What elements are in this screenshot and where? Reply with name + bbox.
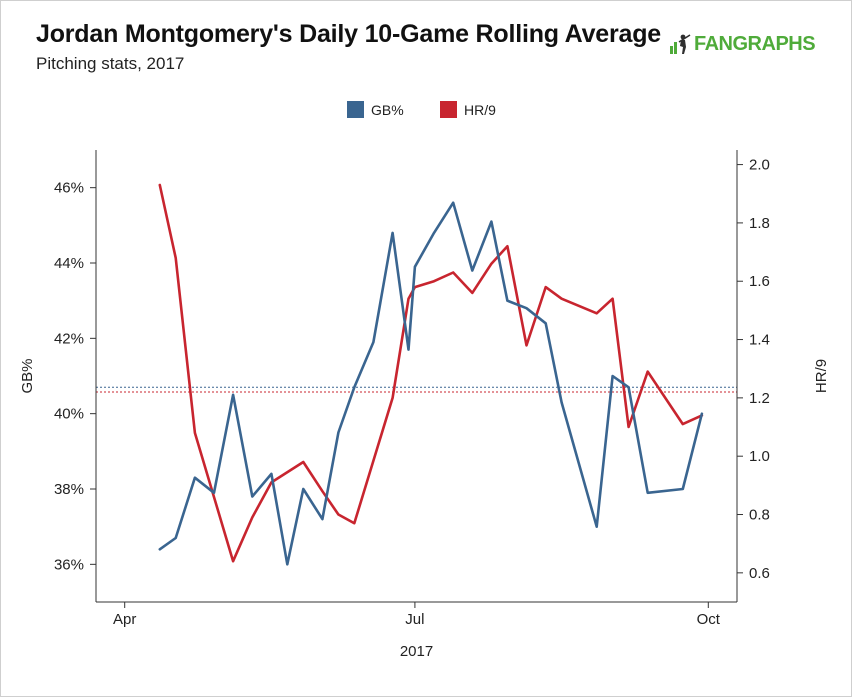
y-right-tick-label: 1.6	[749, 273, 770, 290]
legend-swatch	[440, 101, 457, 118]
series-line	[158, 183, 704, 563]
series-layer	[158, 183, 704, 566]
fangraphs-logo: FANGRAPHS	[668, 32, 816, 56]
batter-icon	[670, 34, 691, 54]
x-tick-label: Oct	[697, 611, 721, 628]
y-left-tick-label: 44%	[54, 255, 84, 272]
brand-name: FANGRAPHS	[694, 32, 816, 55]
y-right-tick-label: 1.8	[749, 215, 770, 232]
legend-swatch	[347, 101, 364, 118]
y-right-tick-label: 1.4	[749, 332, 770, 349]
y-right-tick-label: 0.8	[749, 507, 770, 524]
chart-title: Jordan Montgomery's Daily 10-Game Rollin…	[36, 20, 662, 48]
legend: GB% HR/9	[347, 101, 496, 118]
x-tick-label: Jul	[405, 611, 424, 628]
x-tick-label: Apr	[113, 611, 136, 628]
y-left-tick-label: 42%	[54, 330, 84, 347]
y-right-tick-label: 0.6	[749, 565, 770, 582]
y-left-axis-title: GB%	[19, 358, 36, 393]
y-left-tick-label: 46%	[54, 180, 84, 197]
y-right-axis-title: HR/9	[813, 359, 830, 393]
reference-lines	[96, 386, 737, 393]
y-right-tick-label: 1.0	[749, 448, 770, 465]
y-right-tick-label: 1.2	[749, 390, 770, 407]
legend-label: GB%	[371, 102, 404, 118]
y-left-tick-label: 38%	[54, 481, 84, 498]
y-left-tick-label: 40%	[54, 406, 84, 423]
legend-label: HR/9	[464, 102, 496, 118]
y-right-tick-label: 2.0	[749, 157, 770, 174]
y-left-tick-label: 36%	[54, 556, 84, 573]
series-line	[158, 201, 704, 566]
x-axis-title: 2017	[400, 643, 433, 660]
axes: 36% 38% 40% 42% 44% 46% 0.6 0.8 1.0 1.2 1.4 1.6 1.8 2…	[19, 150, 830, 660]
chart-subtitle: Pitching stats, 2017	[36, 54, 185, 73]
